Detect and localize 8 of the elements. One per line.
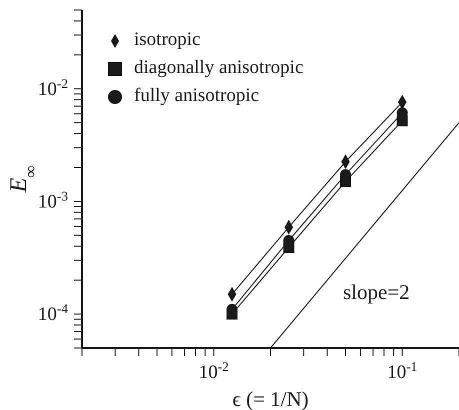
y-tick-label: 10$^{-4}$	[38, 300, 68, 326]
y-tick-label: 10$^{-2}$	[38, 75, 68, 100]
legend-label: isotropic	[134, 29, 200, 50]
annotation: slope=2	[343, 280, 410, 305]
legend-label: diagonally anisotropic	[134, 57, 304, 78]
y-tick-label: 10$^{-3}$	[38, 188, 68, 212]
x-tick-label: 10$^{-1}$	[387, 358, 418, 383]
legend-label: fully anisotropic	[134, 85, 260, 106]
